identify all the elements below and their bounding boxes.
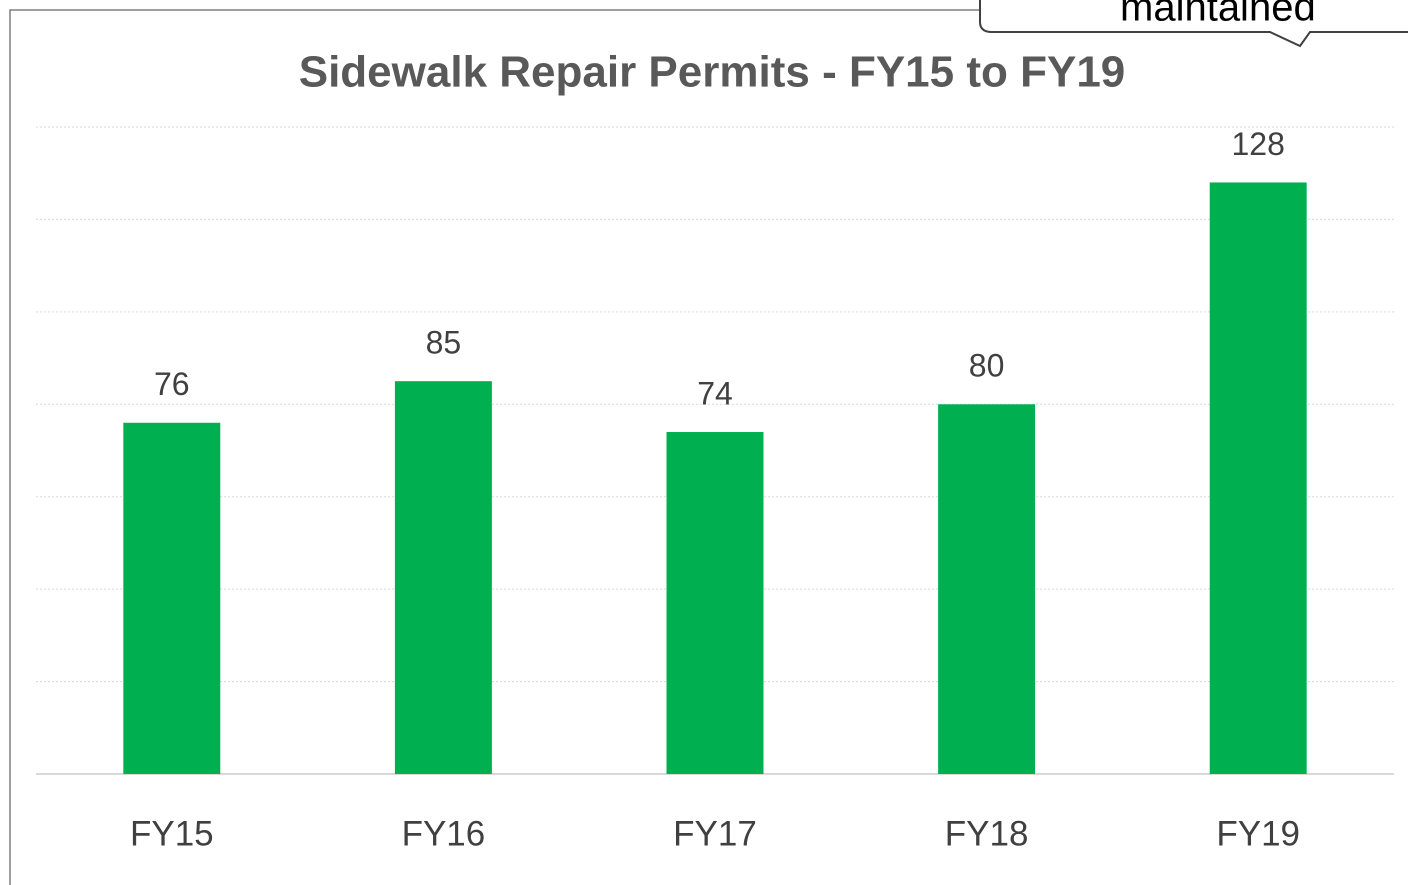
callout-text: maintained — [1120, 0, 1316, 30]
value-label: 74 — [697, 375, 733, 411]
x-tick-label: FY18 — [945, 814, 1029, 853]
value-label: 128 — [1232, 126, 1285, 162]
chart-border — [9, 9, 980, 885]
x-tick-label: FY19 — [1216, 814, 1300, 853]
value-label: 76 — [154, 366, 190, 402]
x-tick-label: FY16 — [402, 814, 486, 853]
callout-box — [979, 0, 1408, 48]
value-label: 80 — [969, 348, 1005, 384]
chart-title: Sidewalk Repair Permits - FY15 to FY19 — [299, 48, 1126, 97]
bar — [394, 381, 492, 774]
bar — [123, 422, 221, 774]
bar — [938, 404, 1036, 774]
x-tick-label: FY17 — [673, 814, 757, 853]
bar — [1209, 182, 1307, 774]
bar — [666, 432, 764, 774]
value-label: 85 — [426, 325, 462, 361]
x-tick-label: FY15 — [130, 814, 214, 853]
